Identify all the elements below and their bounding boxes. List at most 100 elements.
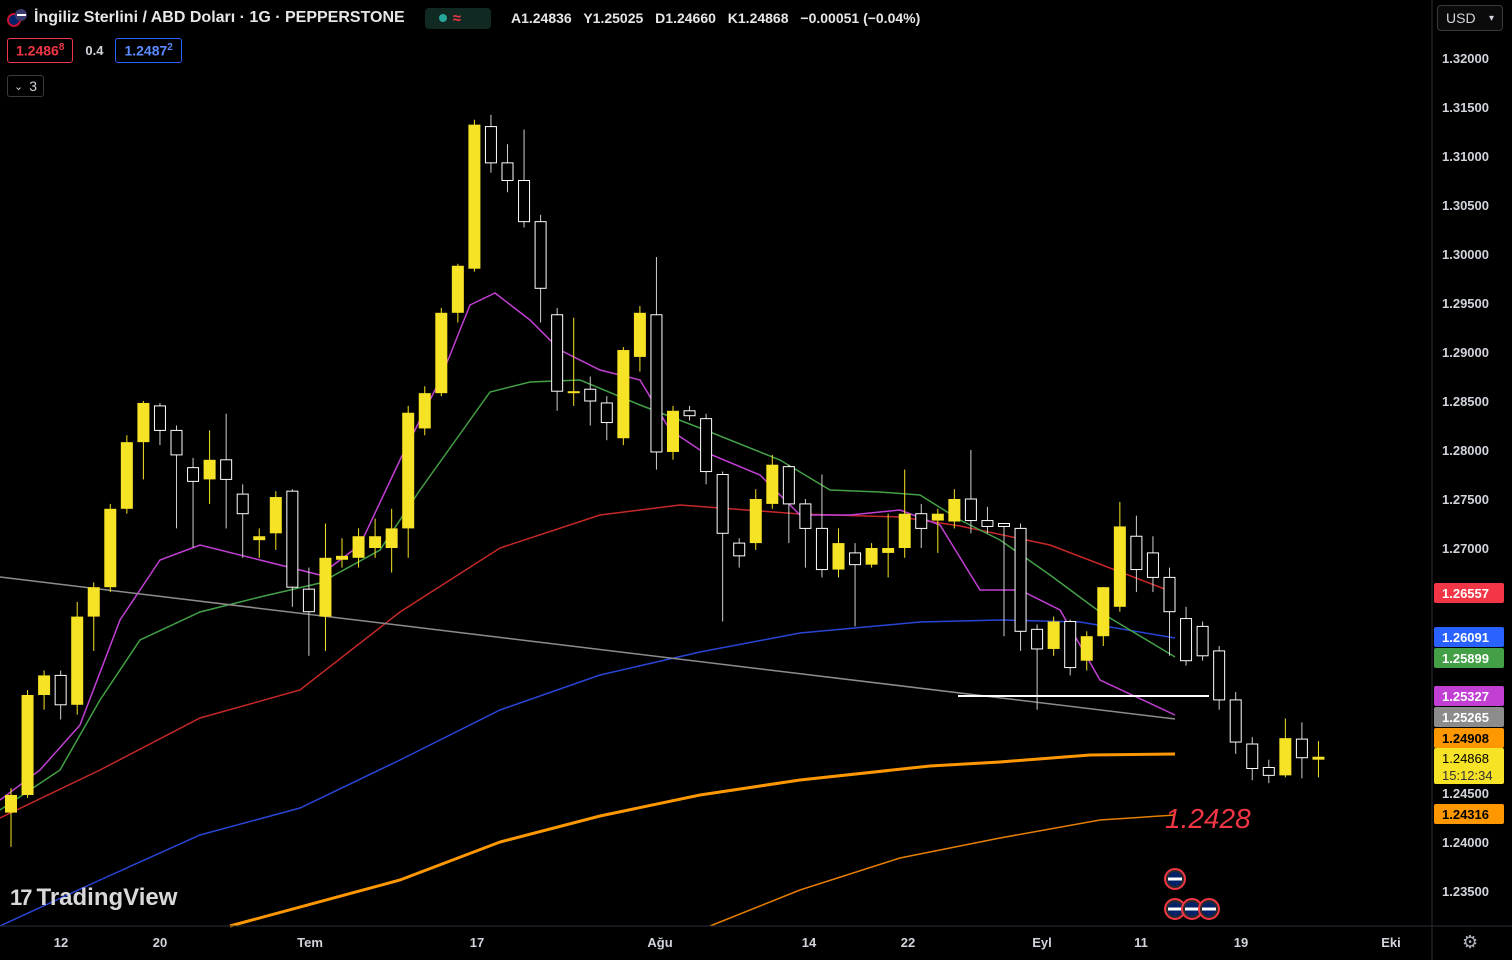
time-tick-label: 12 bbox=[54, 935, 68, 950]
candle-body-up bbox=[352, 536, 365, 558]
price-tick-label: 1.31000 bbox=[1442, 149, 1489, 164]
price-badge-value: 1.25327 bbox=[1442, 689, 1489, 704]
candle bbox=[1262, 759, 1275, 784]
candle bbox=[21, 690, 34, 798]
candle bbox=[269, 491, 282, 550]
candle-body-down bbox=[849, 552, 862, 566]
candle-body-up bbox=[898, 513, 911, 548]
price-tick-label: 1.27500 bbox=[1442, 492, 1489, 507]
symbol-header[interactable]: İngiliz Sterlini / ABD Doları · 1G · PEP… bbox=[6, 6, 928, 30]
candle bbox=[650, 256, 663, 470]
candle bbox=[865, 543, 878, 568]
candle bbox=[1080, 631, 1093, 671]
candle bbox=[815, 474, 828, 578]
time-tick-label: Eki bbox=[1381, 935, 1401, 950]
candle-body-down bbox=[1213, 650, 1226, 701]
price-badge-value: 1.26557 bbox=[1442, 586, 1489, 601]
candle-body-up bbox=[766, 464, 779, 504]
candle bbox=[220, 413, 233, 529]
candle bbox=[766, 454, 779, 509]
us-event-flag-icon bbox=[1181, 898, 1203, 920]
candle bbox=[1196, 621, 1209, 661]
candle-body-down bbox=[683, 410, 696, 417]
price-badge-bg bbox=[1434, 728, 1504, 748]
candle bbox=[584, 376, 597, 426]
candle bbox=[931, 508, 944, 553]
candle-body-down bbox=[1146, 552, 1159, 578]
candle-body-down bbox=[236, 493, 249, 515]
indicators-toggle[interactable]: ⌄ 3 bbox=[7, 75, 45, 97]
time-tick-label: 19 bbox=[1234, 935, 1248, 950]
candle-body-down bbox=[1130, 535, 1143, 571]
candle bbox=[385, 508, 398, 573]
candle-body-up bbox=[336, 555, 348, 560]
candle bbox=[567, 317, 580, 406]
ohlc-close: K1.24868 bbox=[727, 10, 789, 26]
price-badge-value: 1.26091 bbox=[1442, 630, 1489, 645]
candle bbox=[733, 538, 746, 568]
price-badge: 1.26091 bbox=[1434, 627, 1504, 647]
target-annotation: 1.2428 bbox=[1165, 803, 1251, 834]
candle bbox=[104, 503, 117, 593]
flag-pair-icon bbox=[6, 7, 28, 29]
candle bbox=[1130, 515, 1143, 593]
candle bbox=[667, 405, 679, 460]
candle bbox=[534, 214, 547, 323]
volatility-waves-icon: ≈ bbox=[452, 9, 461, 27]
annotations: 1.2428 bbox=[958, 695, 1251, 920]
gear-icon[interactable]: ⚙ bbox=[1462, 932, 1479, 952]
candle bbox=[1146, 536, 1159, 593]
price-badge: 1.24908 bbox=[1434, 728, 1504, 748]
candle bbox=[319, 523, 332, 651]
ohlc-low: D1.24660 bbox=[655, 10, 716, 26]
candle-body-down bbox=[584, 388, 597, 402]
candle-body-up bbox=[1312, 756, 1325, 760]
uk-event-flag-icon bbox=[1164, 868, 1186, 890]
time-tick-label: Ağu bbox=[647, 935, 672, 950]
candle-body-up bbox=[1047, 621, 1060, 649]
price-badge-bg bbox=[1434, 627, 1504, 647]
candle bbox=[600, 396, 613, 441]
candle bbox=[1014, 523, 1027, 651]
candle-body-down bbox=[1196, 625, 1209, 657]
candle-body-down bbox=[600, 402, 613, 424]
candle bbox=[468, 119, 481, 272]
candle bbox=[369, 518, 382, 558]
candle bbox=[54, 670, 67, 720]
price-badge: 1.24868 15:12:34 bbox=[1434, 748, 1504, 784]
chevron-down-icon: ▾ bbox=[1488, 12, 1494, 24]
candle-body-down bbox=[1163, 576, 1176, 613]
candle-body-up bbox=[435, 312, 448, 394]
buy-button[interactable]: 1.24872 bbox=[115, 38, 182, 63]
market-open-dot-icon bbox=[438, 14, 447, 22]
candle bbox=[1213, 646, 1226, 710]
price-tick-label: 1.32000 bbox=[1442, 51, 1489, 66]
candle-body-down bbox=[551, 314, 564, 392]
candle-body-down bbox=[302, 588, 315, 613]
sell-button[interactable]: 1.24868 bbox=[7, 38, 74, 63]
ma-blue bbox=[0, 619, 1176, 927]
candle-body-up bbox=[319, 557, 332, 617]
us-event-flag-icon bbox=[1198, 898, 1220, 920]
candle bbox=[137, 401, 150, 480]
flag-stripe bbox=[1168, 877, 1182, 881]
candle bbox=[1312, 741, 1325, 778]
candle-body-down bbox=[1014, 527, 1027, 632]
candle bbox=[849, 543, 862, 627]
currency-select[interactable]: USD ▾ bbox=[1437, 5, 1503, 31]
price-tick-label: 1.27000 bbox=[1442, 541, 1489, 556]
candle bbox=[1064, 619, 1077, 676]
candle-body-up bbox=[832, 543, 845, 570]
price-badge: 1.26557 bbox=[1434, 583, 1504, 603]
candle bbox=[948, 489, 961, 529]
candle bbox=[87, 582, 100, 651]
candle bbox=[1229, 692, 1242, 754]
candle bbox=[617, 347, 630, 446]
price-badge: 1.25899 bbox=[1434, 648, 1504, 668]
market-status[interactable]: ≈ bbox=[424, 7, 491, 29]
candle-body-up bbox=[931, 513, 944, 521]
price-tick-label: 1.31500 bbox=[1442, 100, 1489, 115]
candle-body-down bbox=[981, 520, 994, 527]
price-tick-label: 1.24500 bbox=[1442, 786, 1489, 801]
